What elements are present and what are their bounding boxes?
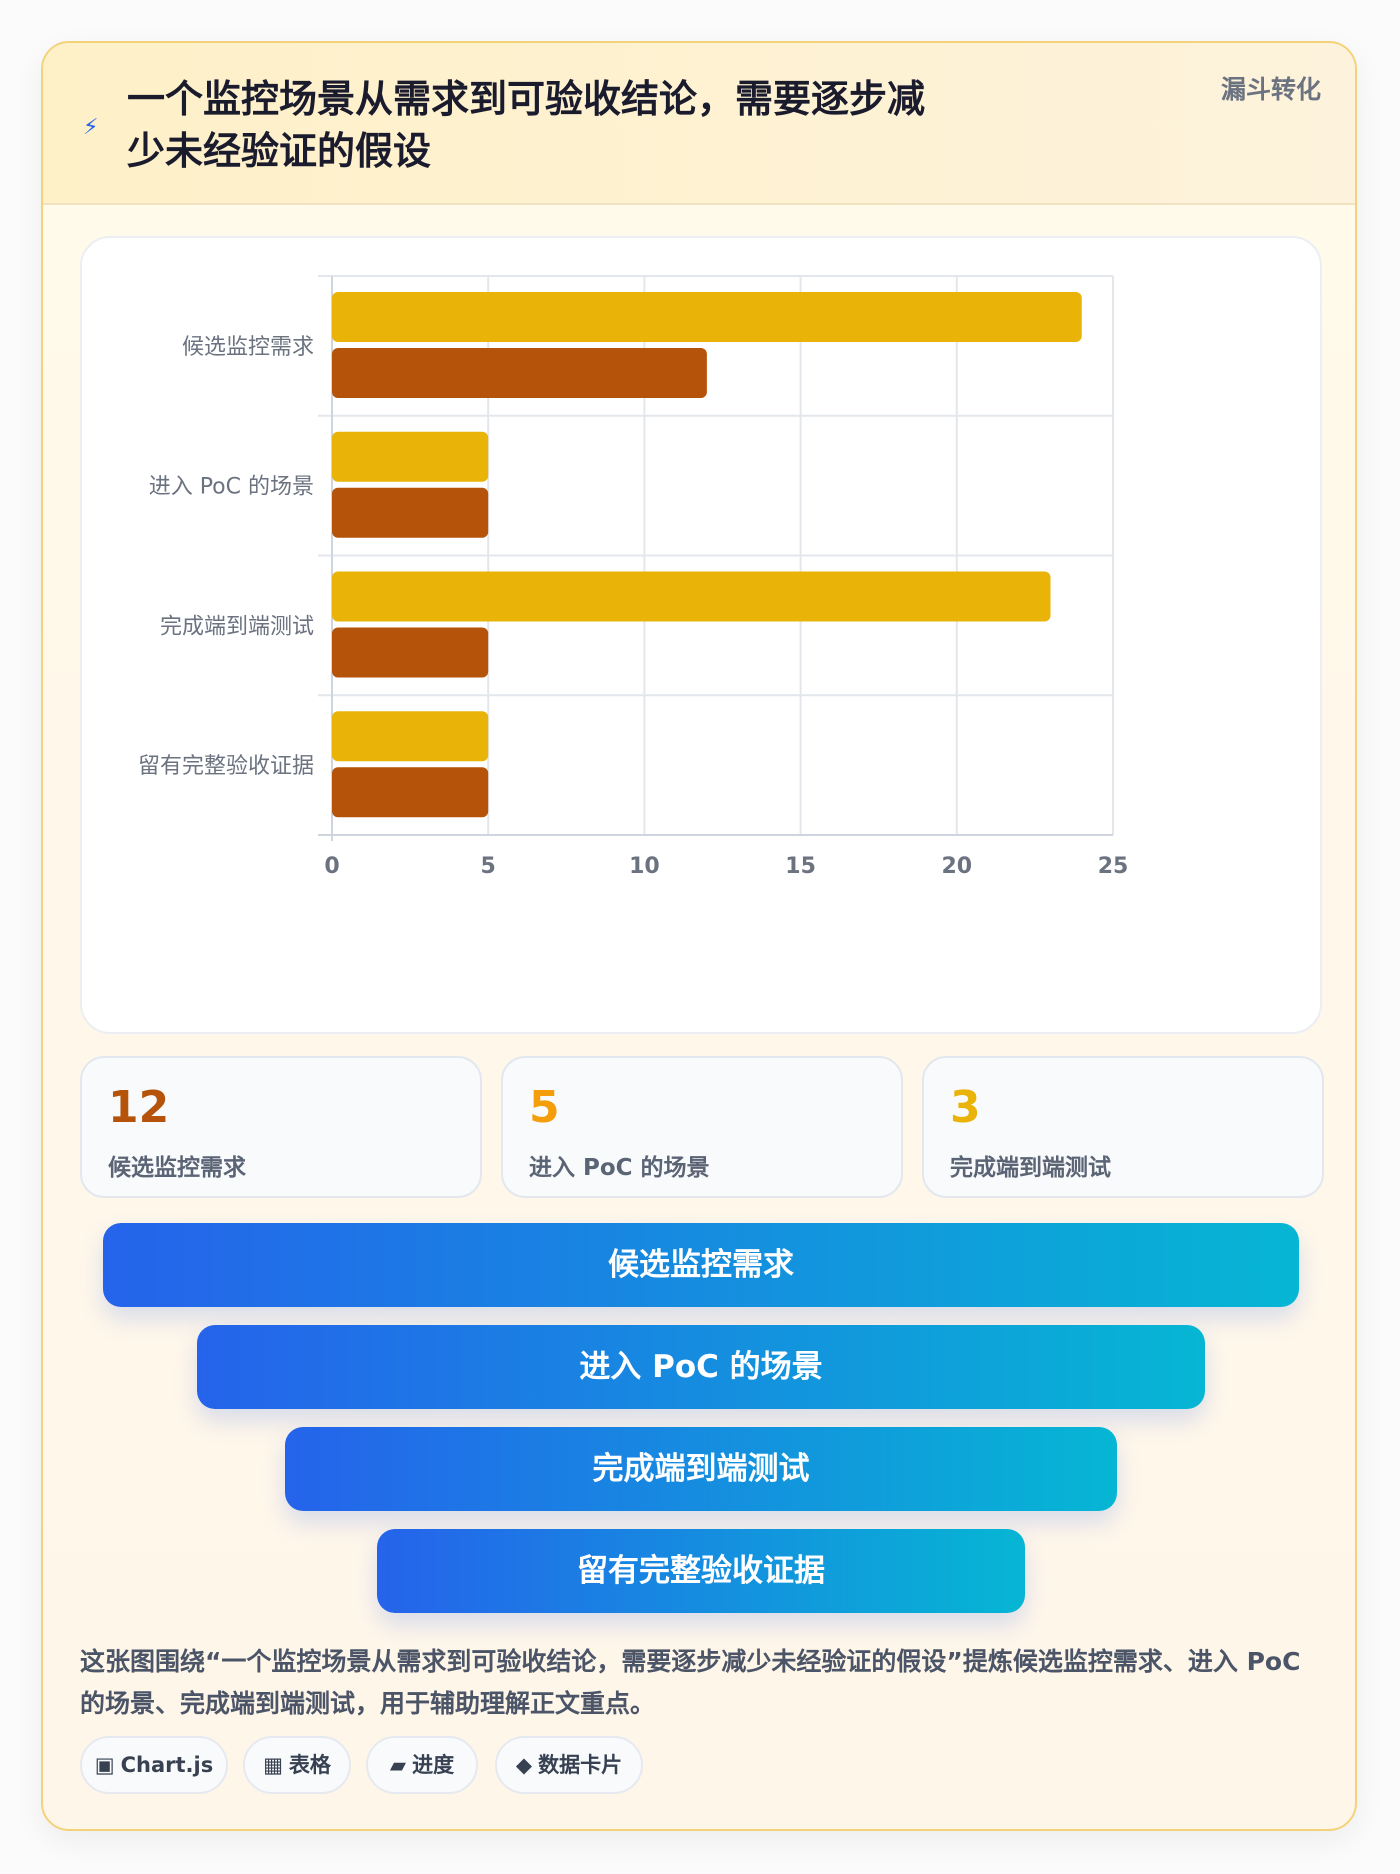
pill-chartjs[interactable]: ▣ Chart.js	[80, 1736, 228, 1794]
funnel-stage-1: 候选监控需求	[103, 1223, 1299, 1307]
stat-card-2: 5 进入 PoC 的场景	[501, 1056, 903, 1198]
bar-2-4	[332, 767, 489, 818]
category-label: 候选监控需求	[182, 335, 314, 360]
x-tick-label: 10	[629, 854, 660, 879]
stat-value: 5	[529, 1082, 560, 1133]
stat-card-3: 3 完成端到端测试	[922, 1056, 1324, 1198]
x-tick-label: 20	[941, 854, 972, 879]
stat-card-1: 12 候选监控需求	[80, 1056, 482, 1198]
funnel-stage-4: 留有完整验收证据	[377, 1529, 1025, 1613]
stat-label: 候选监控需求	[108, 1155, 246, 1181]
x-tick-label: 25	[1098, 854, 1129, 879]
stat-label: 完成端到端测试	[950, 1155, 1111, 1181]
pill-label: 表格	[288, 1753, 331, 1777]
category-label: 完成端到端测试	[160, 614, 314, 639]
stat-label: 进入 PoC 的场景	[529, 1155, 710, 1181]
bar-1-4	[332, 711, 489, 762]
bar-1-1	[332, 292, 1082, 342]
progress-icon: ▰	[389, 1753, 407, 1777]
x-tick-label: 15	[785, 854, 816, 879]
bar-1-3	[332, 571, 1051, 622]
x-tick-label: 5	[481, 854, 496, 879]
funnel-stage-3: 完成端到端测试	[285, 1427, 1117, 1511]
pill-label: 数据卡片	[538, 1753, 623, 1777]
stat-value: 12	[108, 1082, 170, 1133]
stat-value: 3	[950, 1082, 981, 1133]
pill-label: 进度	[412, 1753, 455, 1777]
diamond-icon: ◆	[515, 1753, 533, 1777]
pill-data-card[interactable]: ◆ 数据卡片	[495, 1736, 643, 1794]
table-icon: ▦	[263, 1753, 283, 1777]
category-label: 进入 PoC 的场景	[149, 475, 314, 500]
header: ⚡ 一个监控场景从需求到可验收结论，需要逐步减少未经验证的假设 漏斗转化	[43, 43, 1355, 205]
bolt-icon: ⚡	[83, 115, 99, 140]
bar-2-1	[332, 348, 707, 398]
pill-progress[interactable]: ▰ 进度	[366, 1736, 478, 1794]
chart-icon: ▣	[94, 1753, 115, 1777]
category-label: 留有完整验收证据	[138, 754, 314, 779]
main-card: ⚡ 一个监控场景从需求到可验收结论，需要逐步减少未经验证的假设 漏斗转化 候选监…	[41, 41, 1357, 1831]
page-title: 一个监控场景从需求到可验收结论，需要逐步减少未经验证的假设	[127, 77, 926, 173]
bar-2-2	[332, 487, 489, 538]
pill-table[interactable]: ▦ 表格	[243, 1736, 351, 1794]
chart-panel: 候选监控需求进入 PoC 的场景完成端到端测试留有完整验收证据 0 5 10 15 20 2…	[80, 236, 1322, 1034]
description: 这张图围绕“一个监控场景从需求到可验收结论，需要逐步减少未经验证的假设”提炼候选…	[80, 1647, 1301, 1718]
category-tag: 漏斗转化	[1221, 75, 1322, 104]
bar-1-2	[332, 431, 489, 482]
bar-2-3	[332, 627, 489, 678]
pill-label: Chart.js	[120, 1753, 214, 1777]
funnel-stage-2: 进入 PoC 的场景	[197, 1325, 1205, 1409]
x-tick-label: 0	[324, 854, 339, 879]
